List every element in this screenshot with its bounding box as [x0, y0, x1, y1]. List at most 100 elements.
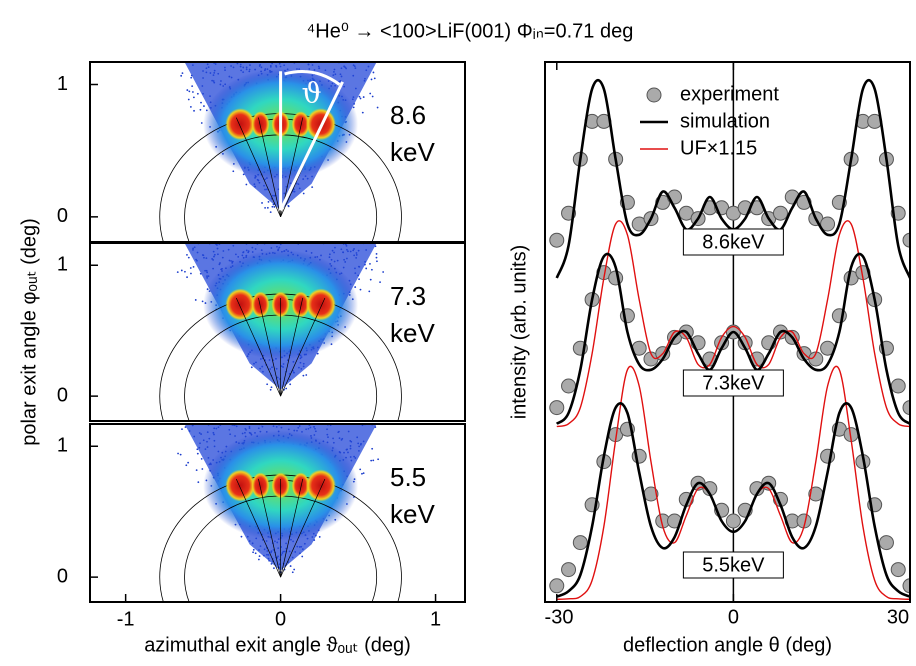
count-dot [369, 278, 372, 281]
count-dot [347, 418, 349, 420]
count-dot [252, 548, 255, 551]
energy-label: 8.6 [390, 100, 426, 130]
count-dot [201, 468, 204, 470]
count-dot [197, 481, 200, 484]
count-dot [310, 51, 312, 53]
count-dot [287, 205, 290, 208]
count-dot [199, 108, 202, 111]
y-axis-label: intensity (arb. units) [508, 245, 530, 420]
count-dot [209, 412, 211, 414]
count-dot [379, 281, 381, 284]
count-dot [301, 415, 303, 417]
count-dot [179, 453, 182, 456]
angle-arrow [284, 70, 341, 86]
ray [280, 478, 326, 578]
x-tick-label: 0 [728, 606, 739, 628]
count-dot [373, 77, 376, 80]
count-dot [306, 56, 308, 58]
count-dot [286, 233, 288, 235]
count-dot [299, 236, 301, 238]
count-dot [286, 54, 288, 56]
count-dot [376, 260, 378, 263]
count-dot [370, 78, 373, 81]
count-dot [358, 278, 360, 281]
count-dot [289, 565, 292, 567]
count-dot [239, 233, 241, 235]
count-dot [288, 413, 290, 415]
count-dot [369, 262, 371, 265]
count-dot [295, 416, 297, 418]
count-dot [255, 53, 257, 55]
x-tick-label: -1 [117, 608, 135, 630]
x-tick-label: 30 [887, 606, 909, 628]
count-dot [273, 206, 276, 208]
count-dot [359, 288, 362, 291]
count-dot [308, 50, 310, 52]
count-dot [200, 53, 202, 55]
count-dot [231, 56, 233, 58]
y-tick-label: 0 [57, 384, 68, 406]
count-dot [296, 230, 298, 232]
y-tick-label: 0 [57, 205, 68, 227]
count-dot [314, 235, 316, 237]
count-dot [297, 52, 299, 54]
count-dot [192, 265, 195, 268]
ray [235, 297, 281, 397]
ray [235, 117, 281, 217]
count-dot [328, 234, 330, 236]
count-dot [292, 54, 294, 56]
count-dot [264, 206, 267, 209]
y-tick-label: 0 [57, 565, 68, 587]
arrow-line [279, 81, 344, 211]
count-dot [288, 415, 290, 417]
count-dot [359, 468, 362, 471]
count-dot [261, 202, 263, 204]
legend-label: simulation [680, 110, 770, 132]
count-dot [181, 72, 184, 75]
count-dot [254, 238, 256, 240]
count-dot [334, 410, 336, 412]
count-dot [224, 416, 226, 418]
curve-label: 8.6keV [702, 231, 765, 253]
count-dot [254, 552, 257, 555]
count-dot [240, 535, 243, 538]
count-dot [218, 233, 220, 235]
count-dot [368, 290, 371, 293]
curve-label-box [682, 228, 784, 256]
experiment-point [725, 513, 741, 529]
count-dot [213, 48, 215, 50]
count-dot [369, 92, 372, 95]
count-dot [231, 59, 233, 61]
count-dot [322, 416, 324, 418]
count-dot [377, 458, 380, 461]
count-dot [267, 200, 270, 203]
count-dot [206, 58, 208, 60]
count-dot [324, 235, 326, 237]
count-dot [278, 417, 280, 419]
ray [280, 478, 304, 578]
ray [235, 478, 281, 578]
count-dot [198, 412, 200, 414]
count-dot [202, 50, 204, 52]
count-dot [195, 55, 197, 57]
figure-title: ⁴He⁰ → <100>LiF(001) Φᵢₙ=0.71 deg [307, 20, 634, 42]
count-dot [323, 59, 325, 61]
count-dot [228, 229, 230, 231]
energy-label: 5.5 [390, 462, 426, 492]
count-dot [180, 74, 183, 77]
panel-frame [89, 242, 466, 422]
count-dot [353, 51, 355, 53]
count-dot [345, 55, 347, 57]
count-dot [361, 472, 363, 475]
energy-label: keV [390, 137, 435, 167]
count-dot [240, 51, 242, 53]
experiment-point [890, 378, 906, 394]
ray [258, 478, 281, 578]
count-dot [191, 85, 194, 88]
count-dot [265, 234, 267, 236]
count-dot [257, 55, 259, 57]
count-dot [299, 55, 301, 57]
count-dot [230, 50, 232, 52]
count-dot [270, 412, 272, 414]
